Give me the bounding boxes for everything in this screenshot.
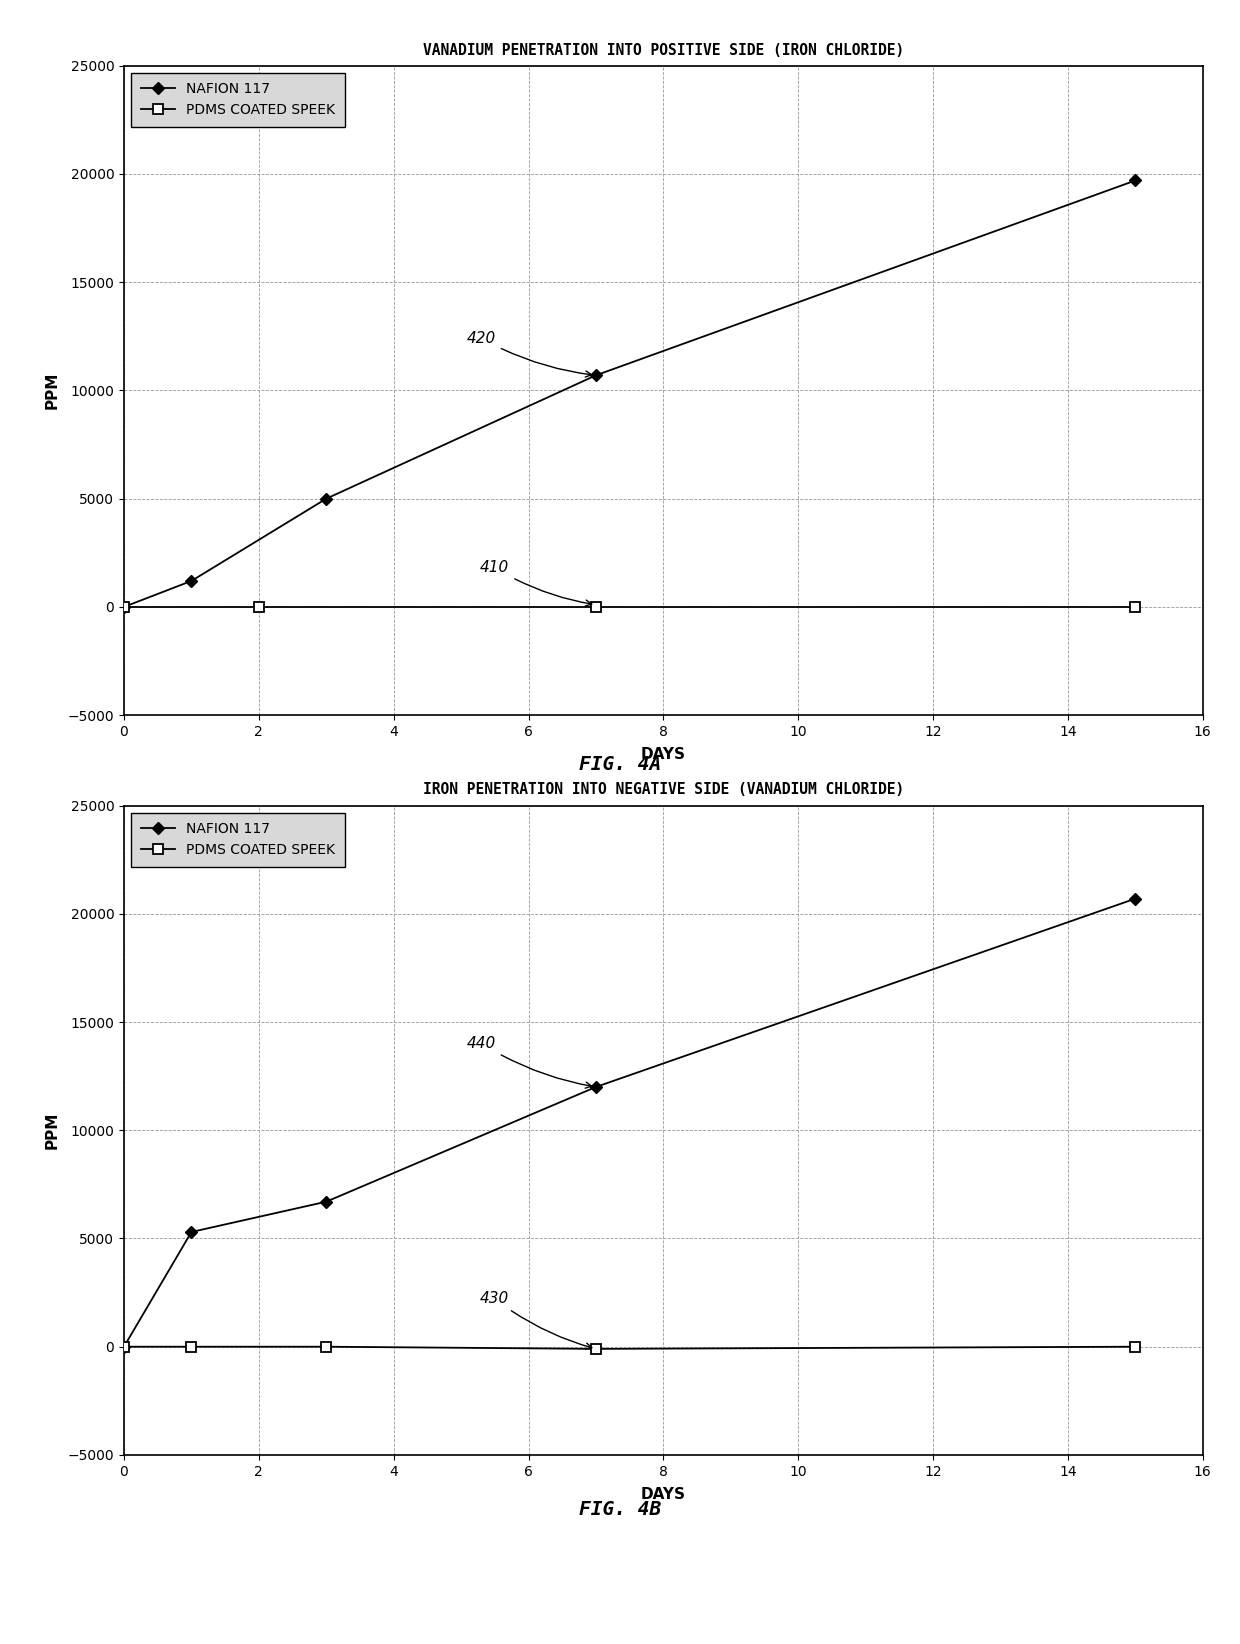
- Text: 410: 410: [480, 561, 591, 607]
- Line: PDMS COATED SPEEK: PDMS COATED SPEEK: [119, 602, 1141, 612]
- Legend: NAFION 117, PDMS COATED SPEEK: NAFION 117, PDMS COATED SPEEK: [131, 812, 345, 866]
- PDMS COATED SPEEK: [1128, 597, 1143, 616]
- Text: 440: 440: [466, 1036, 591, 1088]
- Legend: NAFION 117, PDMS COATED SPEEK: NAFION 117, PDMS COATED SPEEK: [131, 72, 345, 127]
- Y-axis label: PPM: PPM: [45, 1111, 60, 1149]
- PDMS COATED SPEEK: [589, 1338, 604, 1358]
- Line: PDMS COATED SPEEK: PDMS COATED SPEEK: [119, 1342, 1141, 1353]
- PDMS COATED SPEEK: [117, 597, 131, 616]
- X-axis label: DAYS: DAYS: [641, 746, 686, 763]
- Text: FIG. 4A: FIG. 4A: [579, 755, 661, 774]
- PDMS COATED SPEEK: [252, 597, 267, 616]
- Text: 420: 420: [466, 330, 591, 376]
- NAFION 117: [184, 1221, 198, 1241]
- NAFION 117: [589, 1077, 604, 1097]
- Y-axis label: PPM: PPM: [45, 372, 60, 409]
- PDMS COATED SPEEK: [1128, 1337, 1143, 1356]
- NAFION 117: [1128, 889, 1143, 909]
- NAFION 117: [589, 365, 604, 385]
- NAFION 117: [117, 597, 131, 616]
- NAFION 117: [1128, 171, 1143, 191]
- Text: 430: 430: [480, 1292, 591, 1350]
- PDMS COATED SPEEK: [117, 1337, 131, 1356]
- NAFION 117: [184, 570, 198, 590]
- Line: NAFION 117: NAFION 117: [120, 176, 1140, 612]
- Line: NAFION 117: NAFION 117: [120, 894, 1140, 1351]
- PDMS COATED SPEEK: [184, 1337, 198, 1356]
- PDMS COATED SPEEK: [319, 1337, 334, 1356]
- PDMS COATED SPEEK: [589, 597, 604, 616]
- Title: VANADIUM PENETRATION INTO POSITIVE SIDE (IRON CHLORIDE): VANADIUM PENETRATION INTO POSITIVE SIDE …: [423, 43, 904, 58]
- Title: IRON PENETRATION INTO NEGATIVE SIDE (VANADIUM CHLORIDE): IRON PENETRATION INTO NEGATIVE SIDE (VAN…: [423, 783, 904, 797]
- NAFION 117: [117, 1337, 131, 1356]
- Text: FIG. 4B: FIG. 4B: [579, 1499, 661, 1519]
- NAFION 117: [319, 1192, 334, 1212]
- X-axis label: DAYS: DAYS: [641, 1486, 686, 1503]
- NAFION 117: [319, 488, 334, 508]
